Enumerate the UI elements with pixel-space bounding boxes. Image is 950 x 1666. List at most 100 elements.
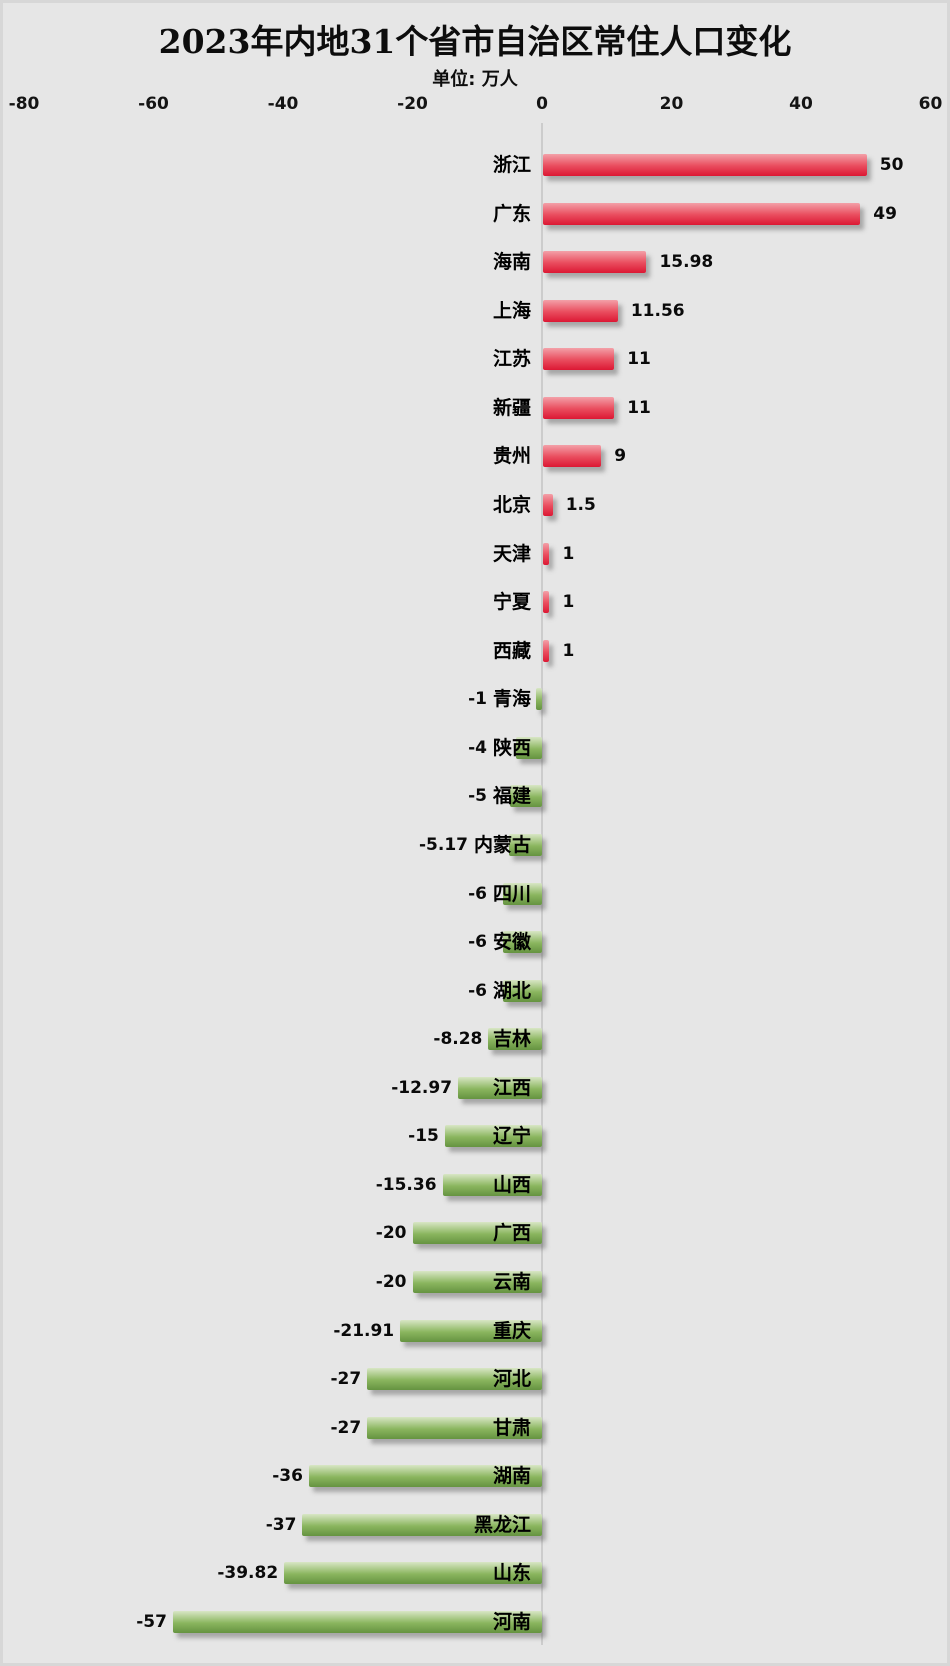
- category-label: 山东: [492, 1562, 531, 1584]
- value-label: -36: [272, 1466, 303, 1486]
- category-label: 辽宁: [492, 1125, 531, 1147]
- bar: [503, 931, 542, 953]
- category-label: 贵州: [492, 445, 531, 467]
- x-tick-label: -80: [8, 94, 40, 114]
- bar: [535, 688, 542, 710]
- x-tick-label: 0: [536, 94, 548, 114]
- category-label: 江西: [492, 1077, 531, 1099]
- category-label: 浙江: [492, 154, 531, 176]
- category-label: 广东: [492, 203, 531, 225]
- category-label: 福建: [492, 785, 531, 807]
- bar: [503, 980, 542, 1002]
- bar: [367, 1417, 542, 1439]
- value-label: -20: [375, 1272, 407, 1292]
- value-label: 50: [879, 155, 904, 175]
- bar: [302, 1514, 542, 1536]
- value-label: -6: [468, 981, 487, 1001]
- bar: [308, 1465, 542, 1487]
- category-label: 山西: [492, 1174, 531, 1196]
- category-label: 青海: [492, 688, 531, 710]
- category-label: 安徽: [492, 931, 531, 953]
- value-label: 1.5: [565, 495, 596, 515]
- bar: [488, 1028, 542, 1050]
- value-label: -27: [330, 1418, 362, 1438]
- category-label: 新疆: [492, 397, 531, 419]
- category-label: 广西: [492, 1222, 531, 1244]
- value-label: -21.91: [333, 1321, 395, 1341]
- value-label: 49: [873, 204, 897, 224]
- x-tick-label: -20: [397, 94, 428, 114]
- bar: [284, 1562, 542, 1584]
- category-label: 甘肃: [492, 1417, 531, 1439]
- bar: [508, 834, 542, 856]
- value-label: 11: [627, 398, 651, 418]
- x-tick-label: -60: [138, 94, 169, 114]
- category-label: 黑龙江: [473, 1514, 531, 1536]
- bar: [543, 640, 550, 662]
- category-label: 重庆: [492, 1320, 531, 1342]
- bar: [172, 1611, 542, 1633]
- category-label: 河南: [492, 1611, 531, 1633]
- category-label: 云南: [492, 1271, 531, 1293]
- value-label: -27: [330, 1369, 362, 1389]
- value-label: -8.28: [433, 1029, 483, 1049]
- category-label: 天津: [492, 543, 531, 565]
- value-label: -1: [468, 689, 487, 709]
- bar: [458, 1077, 542, 1099]
- bar: [543, 251, 647, 273]
- x-tick-label: 40: [789, 94, 813, 114]
- bar: [543, 445, 602, 467]
- value-label: 1: [562, 592, 575, 612]
- bar: [516, 737, 542, 759]
- value-label: 1: [562, 641, 575, 661]
- x-tick-label: -40: [267, 94, 299, 114]
- value-label: 15.98: [659, 252, 714, 272]
- value-label: -37: [265, 1515, 297, 1535]
- value-label: -5.17: [419, 835, 468, 855]
- value-label: -12.97: [391, 1078, 453, 1098]
- x-tick-label: 20: [659, 94, 684, 114]
- bar: [400, 1320, 542, 1342]
- value-label: -5: [468, 786, 487, 806]
- bar: [444, 1125, 542, 1147]
- value-label: 11: [627, 349, 651, 369]
- bar: [543, 543, 550, 565]
- value-label: -15: [408, 1126, 439, 1146]
- bar: [412, 1271, 542, 1293]
- bar: [509, 785, 542, 807]
- category-label: 河北: [492, 1368, 531, 1390]
- bar: [543, 397, 615, 419]
- value-label: -6: [468, 932, 487, 952]
- category-label: 海南: [492, 251, 531, 273]
- category-label: 湖北: [492, 980, 531, 1002]
- zero-axis-line: [541, 123, 543, 1645]
- category-label: 江苏: [492, 348, 531, 370]
- value-label: -4: [468, 738, 487, 758]
- category-label: 四川: [492, 883, 531, 905]
- x-tick-label: 60: [918, 94, 943, 114]
- chart-title: 2023年内地31个省市自治区常住人口变化: [158, 22, 792, 61]
- bar: [543, 591, 550, 613]
- value-label: 1: [562, 544, 575, 564]
- value-label: -20: [375, 1223, 407, 1243]
- category-label: 西藏: [492, 640, 531, 662]
- chart-unit-label: 单位: 万人: [432, 69, 518, 90]
- bar: [543, 494, 553, 516]
- bar: [543, 348, 615, 370]
- bar: [543, 154, 867, 176]
- value-label: 9: [614, 446, 627, 466]
- category-label: 上海: [492, 300, 531, 322]
- value-label: -39.82: [217, 1563, 279, 1583]
- value-label: 11.56: [630, 301, 685, 321]
- bar: [543, 203, 861, 225]
- category-label: 宁夏: [492, 591, 531, 613]
- value-label: -57: [136, 1612, 167, 1632]
- bar: [503, 883, 542, 905]
- bar: [412, 1222, 542, 1244]
- category-label: 湖南: [492, 1465, 531, 1487]
- value-label: -15.36: [375, 1175, 437, 1195]
- category-label: 北京: [492, 494, 531, 516]
- category-label: 内蒙古: [473, 834, 531, 856]
- bar: [367, 1368, 542, 1390]
